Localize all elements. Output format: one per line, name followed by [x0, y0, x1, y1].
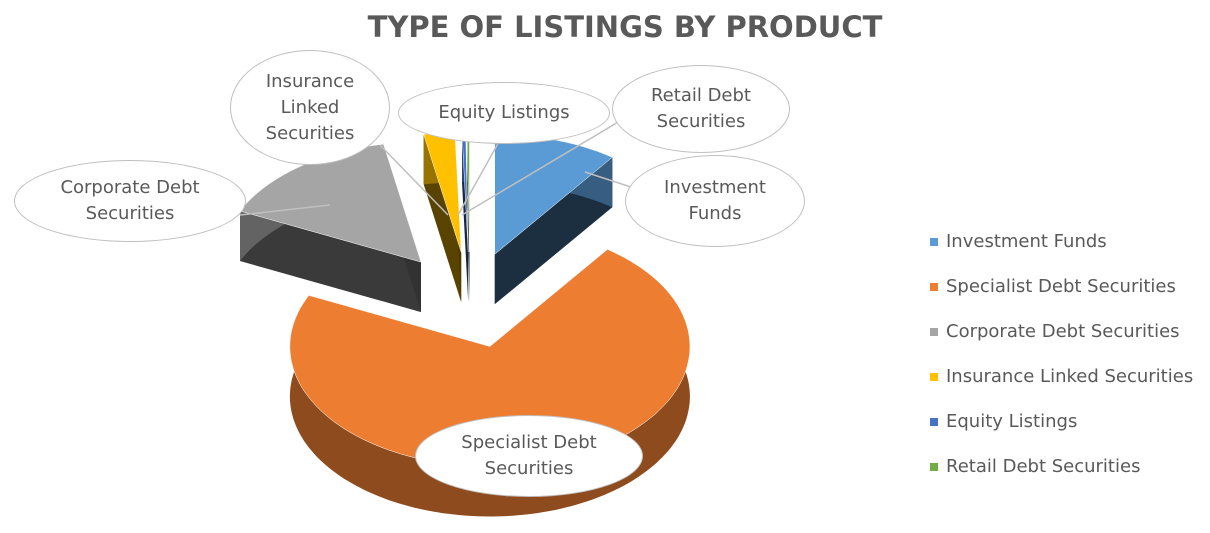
slice-wall: [240, 211, 421, 313]
legend-label: Specialist Debt Securities: [946, 276, 1176, 297]
legend-swatch: [930, 282, 938, 291]
legend-item: Investment Funds: [930, 231, 1107, 252]
legend-item: Retail Debt Securities: [930, 456, 1140, 477]
slices: [239, 131, 691, 517]
legend-item: Equity Listings: [930, 411, 1077, 432]
legend-swatch: [930, 417, 938, 426]
data-callout: Retail Debt Securities: [612, 65, 790, 153]
legend-item: Specialist Debt Securities: [930, 276, 1176, 297]
leader-line: [239, 204, 331, 216]
legend-swatch: [930, 462, 938, 471]
data-callout: Equity Listings: [398, 82, 610, 144]
legend-label: Insurance Linked Securities: [946, 366, 1194, 387]
legend-swatch: [930, 327, 938, 336]
legend-swatch: [930, 372, 938, 381]
data-callout: Corporate Debt Securities: [14, 160, 246, 242]
data-callout: Insurance Linked Securities: [230, 50, 390, 165]
leader-line: [379, 144, 449, 216]
legend-label: Investment Funds: [946, 231, 1107, 252]
legend-swatch: [930, 237, 938, 246]
legend-item: Corporate Debt Securities: [930, 321, 1180, 342]
leader-line: [457, 139, 501, 216]
legend-label: Corporate Debt Securities: [946, 321, 1180, 342]
data-callout: Investment Funds: [625, 155, 805, 247]
legend-label: Equity Listings: [946, 411, 1078, 432]
chart-title: TYPE OF LISTINGS BY PRODUCT: [367, 10, 883, 44]
legend-item: Insurance Linked Securities: [930, 366, 1193, 387]
leader-line: [461, 114, 631, 216]
legend-label: Retail Debt Securities: [946, 456, 1141, 477]
data-callout: Specialist Debt Securities: [415, 415, 643, 497]
